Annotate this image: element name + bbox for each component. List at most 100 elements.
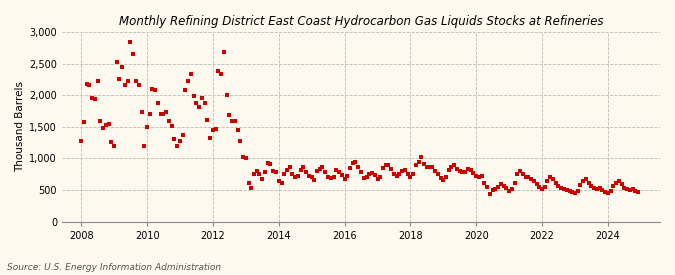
- Point: [125, 40, 136, 44]
- Point: [537, 187, 547, 191]
- Point: [605, 189, 616, 193]
- Point: [194, 104, 205, 109]
- Point: [348, 161, 358, 165]
- Point: [336, 173, 347, 177]
- Point: [256, 177, 267, 181]
- Point: [622, 187, 632, 191]
- Point: [320, 170, 331, 175]
- Point: [232, 128, 243, 132]
- Point: [471, 174, 482, 178]
- Point: [495, 182, 506, 187]
- Point: [630, 189, 641, 193]
- Point: [238, 154, 248, 159]
- Point: [199, 101, 210, 106]
- Point: [333, 170, 344, 174]
- Point: [153, 101, 163, 106]
- Point: [539, 185, 550, 189]
- Point: [103, 122, 114, 126]
- Point: [400, 168, 410, 173]
- Point: [178, 133, 188, 137]
- Point: [166, 123, 177, 128]
- Point: [545, 175, 556, 180]
- Point: [462, 166, 473, 171]
- Point: [273, 178, 284, 183]
- Point: [268, 169, 279, 173]
- Point: [265, 162, 276, 166]
- Point: [312, 169, 323, 173]
- Point: [416, 154, 427, 159]
- Point: [191, 101, 202, 105]
- Point: [202, 118, 213, 122]
- Point: [413, 160, 424, 164]
- Point: [377, 166, 388, 170]
- Point: [180, 88, 191, 92]
- Point: [328, 175, 339, 180]
- Point: [369, 173, 380, 177]
- Point: [230, 119, 240, 123]
- Point: [460, 170, 470, 174]
- Point: [86, 96, 97, 101]
- Point: [144, 112, 155, 116]
- Point: [95, 118, 106, 123]
- Point: [219, 50, 230, 54]
- Point: [353, 164, 364, 169]
- Point: [468, 171, 479, 175]
- Point: [216, 72, 227, 76]
- Point: [627, 187, 638, 192]
- Point: [523, 175, 534, 180]
- Y-axis label: Thousand Barrels: Thousand Barrels: [15, 81, 25, 172]
- Point: [567, 190, 578, 194]
- Point: [564, 189, 575, 193]
- Point: [315, 166, 325, 171]
- Point: [251, 169, 262, 173]
- Point: [213, 68, 223, 73]
- Point: [578, 178, 589, 183]
- Point: [134, 83, 144, 87]
- Point: [611, 180, 622, 185]
- Point: [441, 175, 452, 180]
- Point: [284, 164, 295, 169]
- Point: [534, 185, 545, 189]
- Point: [452, 166, 462, 171]
- Point: [580, 177, 591, 181]
- Point: [306, 175, 317, 180]
- Point: [136, 110, 147, 114]
- Point: [207, 128, 218, 132]
- Point: [388, 171, 399, 176]
- Point: [457, 170, 468, 175]
- Point: [487, 188, 498, 192]
- Point: [287, 171, 298, 176]
- Point: [619, 185, 630, 190]
- Point: [562, 188, 572, 192]
- Point: [556, 186, 566, 190]
- Point: [356, 170, 367, 175]
- Point: [397, 169, 408, 173]
- Point: [248, 171, 259, 176]
- Point: [385, 166, 396, 171]
- Point: [117, 65, 128, 69]
- Point: [504, 189, 514, 194]
- Point: [529, 179, 539, 183]
- Point: [81, 82, 92, 86]
- Point: [131, 78, 142, 83]
- Point: [507, 187, 518, 192]
- Point: [553, 183, 564, 188]
- Point: [211, 127, 221, 131]
- Point: [477, 174, 487, 178]
- Point: [111, 59, 122, 64]
- Point: [479, 180, 490, 185]
- Point: [331, 168, 342, 172]
- Point: [367, 171, 377, 175]
- Point: [161, 110, 171, 114]
- Point: [98, 126, 109, 130]
- Point: [101, 123, 111, 127]
- Point: [624, 188, 635, 192]
- Point: [599, 190, 610, 194]
- Point: [424, 164, 435, 169]
- Point: [350, 160, 361, 164]
- Point: [142, 125, 153, 129]
- Point: [421, 164, 432, 169]
- Point: [76, 139, 86, 144]
- Point: [301, 170, 312, 175]
- Point: [106, 140, 117, 144]
